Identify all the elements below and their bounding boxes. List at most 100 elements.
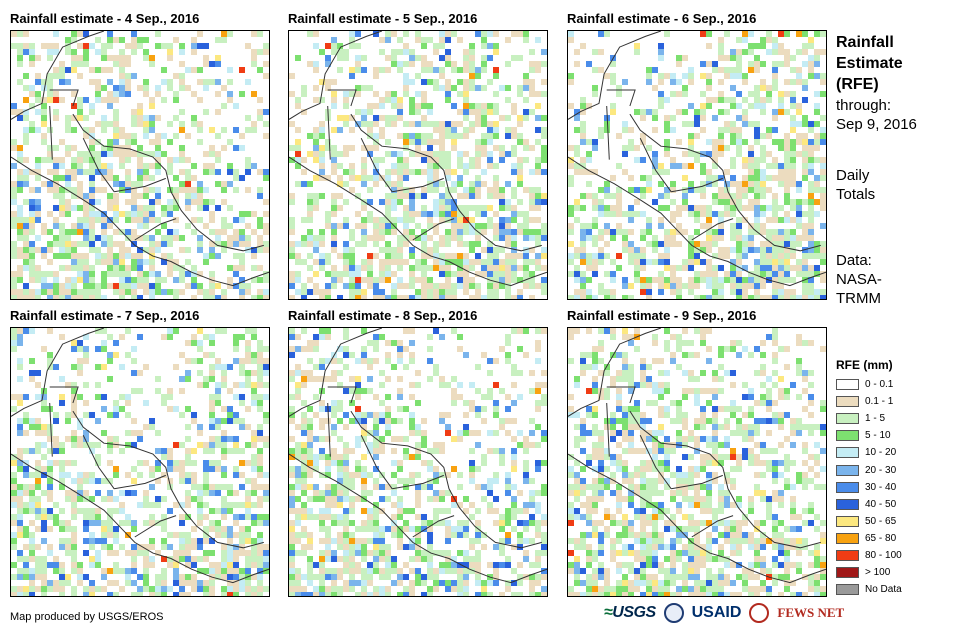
boundary-line [114, 474, 166, 490]
boundary-line [327, 386, 357, 404]
data-source-line-2: TRMM [836, 290, 881, 307]
rainfall-map [288, 327, 548, 597]
rainfall-map [10, 30, 270, 300]
boundary-line [289, 31, 383, 120]
boundary-line [289, 328, 383, 417]
legend-label: 0.1 - 1 [865, 396, 894, 408]
rfe-legend: RFE (mm) 0 - 0.1 0.1 - 1 1 - 5 5 - 10 10 - 2… [836, 358, 902, 598]
boundary-line [82, 137, 115, 193]
boundary-line [392, 177, 444, 193]
boundary-line [11, 453, 269, 584]
boundary-line [671, 177, 723, 193]
boundary-line [412, 218, 455, 241]
legend-item: 80 - 100 [836, 547, 902, 564]
data-label: Data: [836, 252, 872, 269]
boundary-line [629, 113, 821, 252]
boundary-line [327, 89, 357, 107]
boundary-line [327, 402, 331, 457]
boundary-line [11, 156, 269, 287]
heading-line-2: Estimate [836, 55, 903, 72]
rainfall-map [567, 327, 827, 597]
legend-swatch [836, 498, 859, 510]
boundary-line [360, 434, 393, 490]
legend-label: 10 - 20 [865, 447, 897, 459]
boundary-line [629, 410, 821, 549]
legend-label: 30 - 40 [865, 481, 897, 493]
fews-ring-icon [749, 603, 770, 623]
boundary-line [606, 386, 636, 404]
legend-label: No Data [865, 584, 902, 596]
rainfall-grid [289, 328, 547, 596]
boundary-line [691, 218, 734, 241]
legend-item: 65 - 80 [836, 530, 902, 547]
rainfall-grid [289, 31, 547, 299]
legend-label: 80 - 100 [865, 549, 902, 561]
legend-item: 1 - 5 [836, 410, 902, 427]
legend-label: 0 - 0.1 [865, 379, 894, 391]
boundary-line [72, 410, 264, 549]
legend-swatch [836, 396, 859, 408]
legend-swatch [836, 379, 859, 391]
boundary-line [49, 402, 53, 457]
rainfall-grid [11, 328, 269, 596]
panel-title: Rainfall estimate - 4 Sep., 2016 [10, 11, 200, 26]
through-label: through: [836, 97, 892, 114]
boundary-line [671, 474, 723, 490]
legend-swatch [836, 413, 859, 425]
legend-item: 50 - 65 [836, 513, 902, 530]
legend-label: 65 - 80 [865, 532, 897, 544]
usgs-logo-text: USGS [612, 604, 656, 621]
totals-block: Daily Totals [836, 166, 875, 204]
rainfall-grid [568, 328, 826, 596]
through-date: Sep 9, 2016 [836, 116, 917, 133]
legend-label: 50 - 65 [865, 515, 897, 527]
boundary-line [568, 328, 662, 417]
boundary-line [639, 434, 672, 490]
boundary-line [289, 156, 547, 287]
boundary-line [568, 156, 826, 287]
boundary-line [350, 113, 542, 252]
heading-line-1: Rainfall [836, 34, 894, 51]
boundary-line [114, 177, 166, 193]
rainfall-map [567, 30, 827, 300]
map-credit: Map produced by USGS/EROS [10, 611, 164, 623]
boundary-line [72, 113, 264, 252]
heading-line-3: (RFE) [836, 76, 879, 93]
panel-title: Rainfall estimate - 7 Sep., 2016 [10, 308, 200, 323]
boundary-line [691, 515, 734, 538]
legend-title: RFE (mm) [836, 358, 893, 372]
legend-swatch [836, 515, 859, 527]
legend-swatch [836, 430, 859, 442]
legend-label: > 100 [865, 567, 891, 579]
boundary-line [412, 515, 455, 538]
legend-swatch [836, 549, 859, 561]
legend-swatch [836, 532, 859, 544]
through-block: through: Sep 9, 2016 [836, 96, 917, 134]
legend-item: No Data [836, 581, 902, 598]
boundary-line [606, 89, 636, 107]
boundary-line [639, 137, 672, 193]
data-source-line-1: NASA- [836, 271, 882, 288]
dos-seal-icon [663, 603, 684, 623]
boundary-line [82, 434, 115, 490]
boundary-line [327, 105, 331, 160]
boundary-line [49, 89, 79, 107]
boundary-line [11, 31, 105, 120]
rainfall-map [288, 30, 548, 300]
legend-item: 0.1 - 1 [836, 393, 902, 410]
legend-item: 10 - 20 [836, 444, 902, 461]
boundary-line [392, 474, 444, 490]
legend-item: > 100 [836, 564, 902, 581]
panel-title: Rainfall estimate - 5 Sep., 2016 [288, 11, 478, 26]
rainfall-grid [11, 31, 269, 299]
totals-line-2: Totals [836, 186, 876, 203]
panel-title: Rainfall estimate - 6 Sep., 2016 [567, 11, 757, 26]
legend-heading: Rainfall Estimate (RFE) [836, 32, 903, 95]
legend-label: 1 - 5 [865, 413, 886, 425]
boundary-line [606, 105, 610, 160]
legend-label: 40 - 50 [865, 498, 897, 510]
logo-strip: ≈USGS USAID FEWS NET [604, 603, 844, 623]
legend-label: 5 - 10 [865, 430, 891, 442]
boundary-line [134, 218, 177, 241]
usgs-logo: ≈USGS [604, 604, 656, 621]
